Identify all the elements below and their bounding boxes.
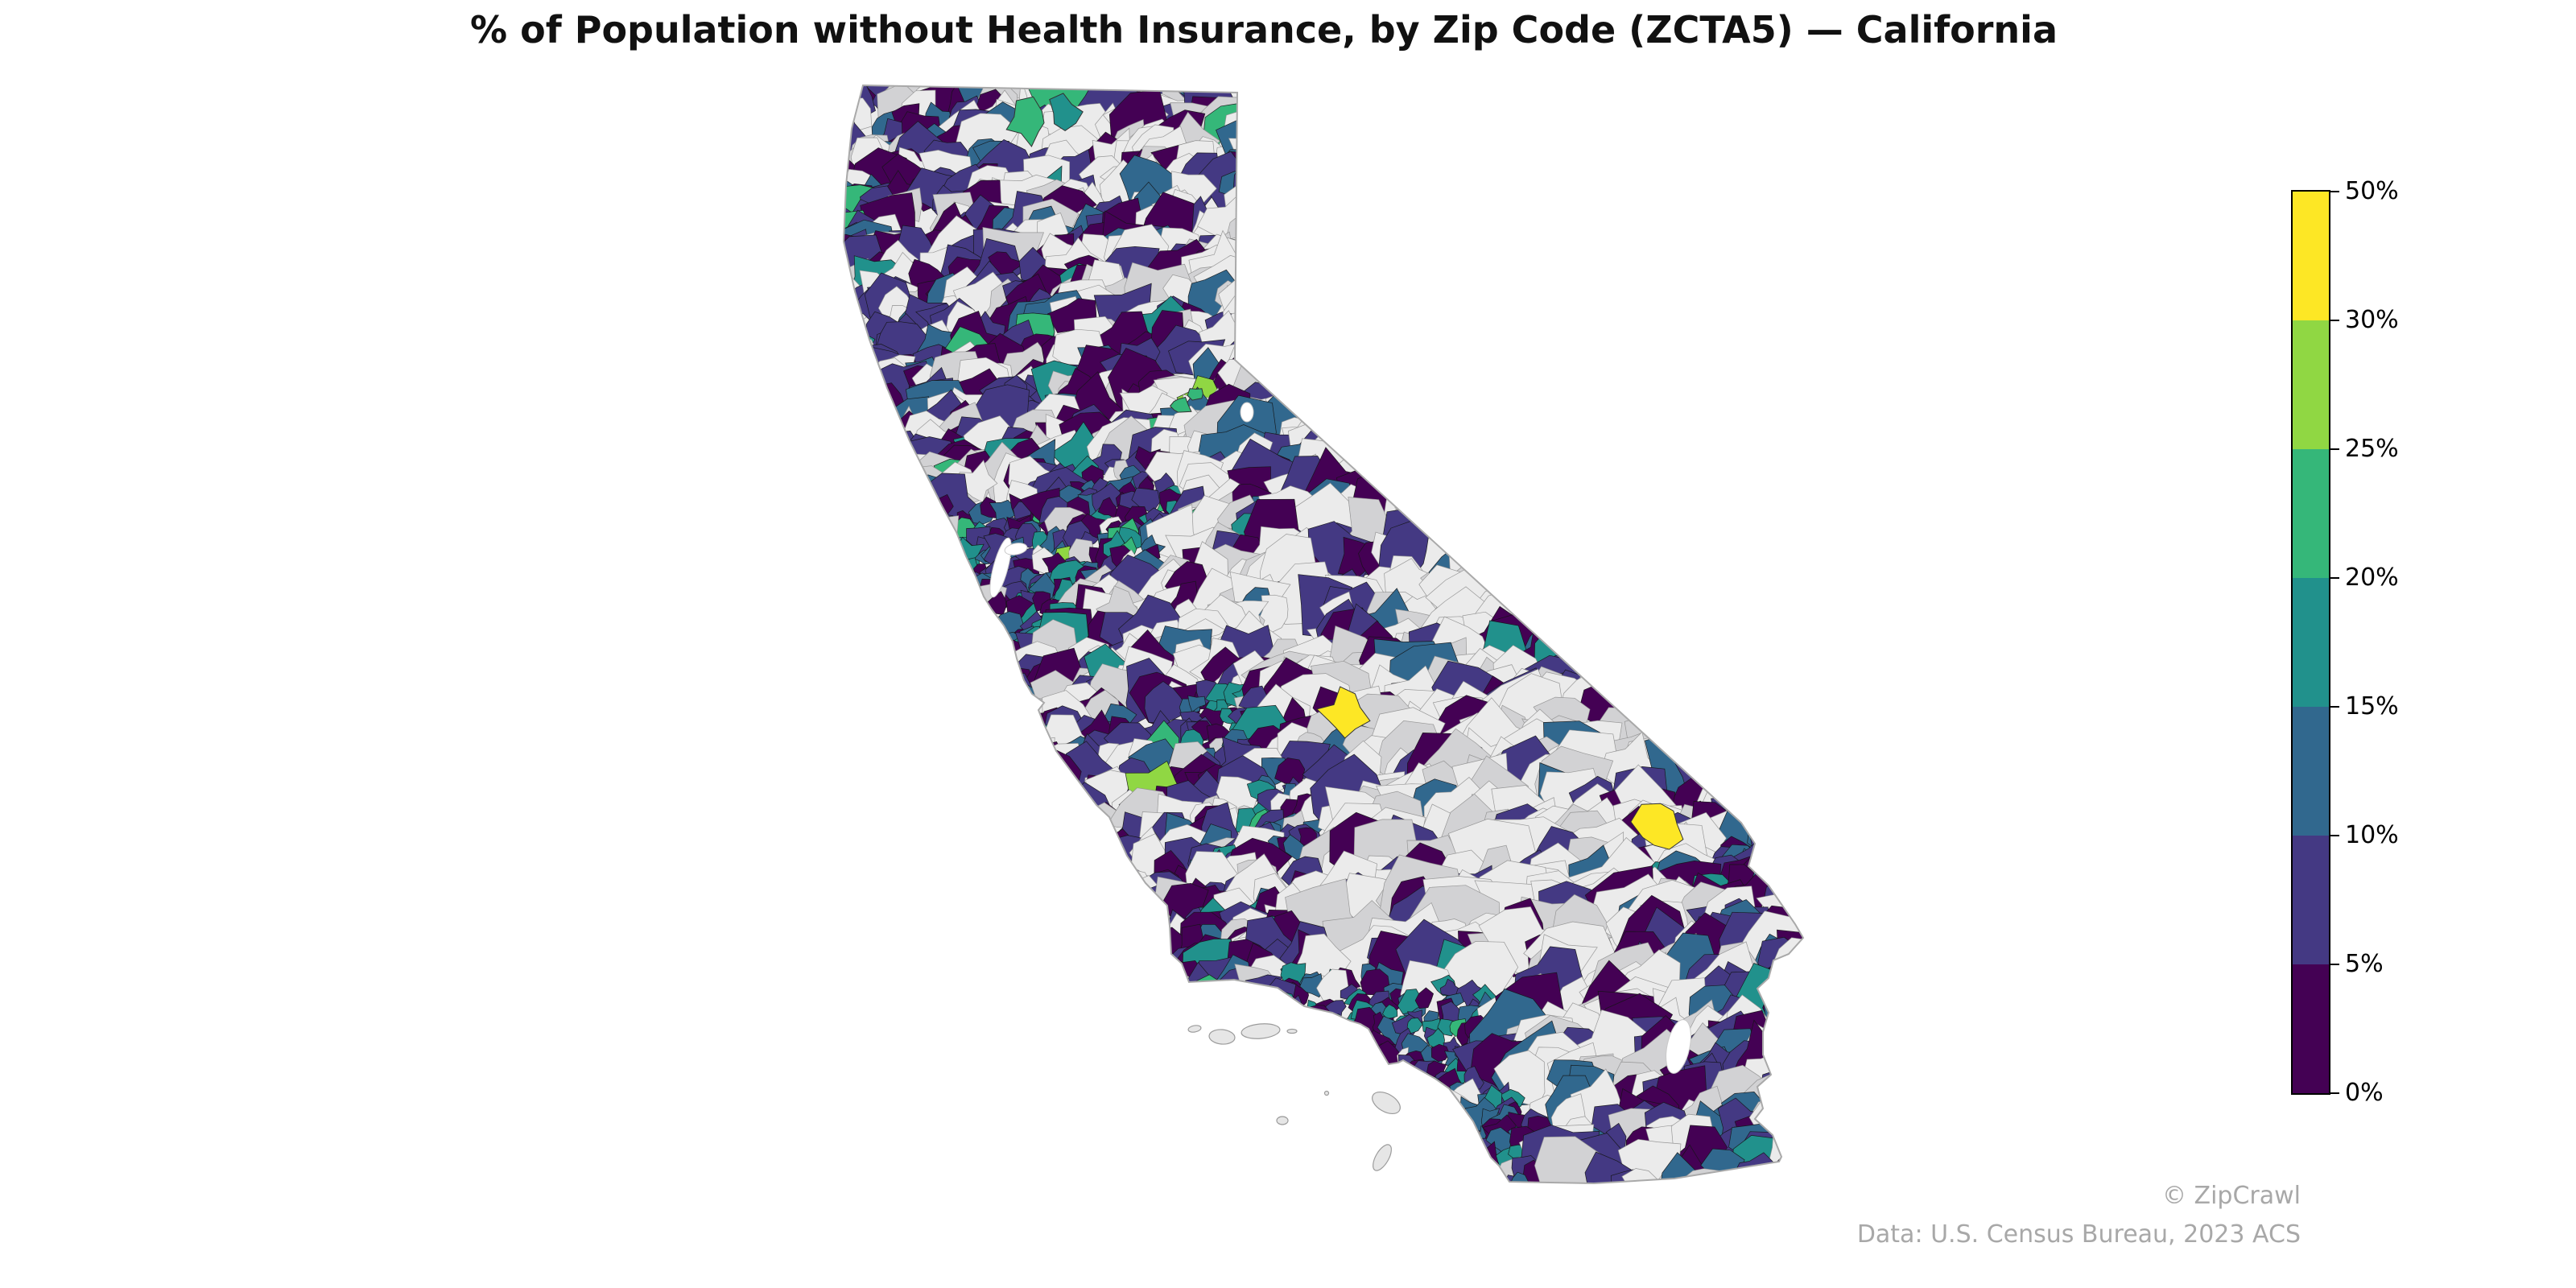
colorbar-tick	[2329, 834, 2339, 837]
attribution-brand: © ZipCrawl	[2161, 1182, 2301, 1210]
highlight-patches	[1005, 93, 1684, 850]
highlight-patch	[1169, 396, 1192, 413]
attribution-source: Data: U.S. Census Bureau, 2023 ACS	[1856, 1220, 2301, 1249]
colorbar-tick-label: 20%	[2345, 564, 2399, 592]
channel-islands	[1187, 1023, 1401, 1171]
figure-title: % of Population without Health Insurance…	[470, 8, 2058, 52]
colorbar-segment	[2293, 449, 2329, 579]
water-bodies	[989, 402, 1691, 1074]
island	[1372, 1091, 1401, 1115]
colorbar-tick-label: 15%	[2345, 692, 2399, 720]
attribution: © ZipCrawl Data: U.S. Census Bureau, 202…	[1530, 1177, 2301, 1254]
island	[1208, 1029, 1236, 1045]
colorbar-segment	[2293, 964, 2329, 1094]
state-interior	[844, 85, 1803, 1183]
island	[1187, 1025, 1202, 1033]
colorbar-tick-label: 30%	[2345, 306, 2399, 334]
highlight-patch	[1005, 96, 1045, 147]
colorbar-tick	[2329, 1092, 2339, 1095]
highlight-patch	[1187, 388, 1203, 401]
colorbar-tick	[2329, 576, 2339, 580]
highlight-patch	[1315, 686, 1371, 739]
colorbar-tick-label: 10%	[2345, 821, 2399, 849]
state-border	[842, 84, 1805, 1185]
colorbar-tick	[2329, 190, 2339, 193]
colorbar-tick	[2329, 448, 2339, 451]
colorbar-tick-label: 0%	[2345, 1079, 2384, 1107]
island	[1241, 1023, 1281, 1039]
colorbar-tick	[2329, 705, 2339, 708]
island	[1276, 1116, 1289, 1125]
colorbar-tick-label: 50%	[2345, 177, 2399, 205]
colorbar-segment	[2293, 578, 2329, 708]
colorbar-legend: 50% 30% 25% 20% 15% 10% 5% 0%	[2291, 178, 2399, 1107]
colorbar-segment	[2293, 320, 2329, 450]
water-body	[1240, 402, 1254, 423]
island	[1286, 1028, 1298, 1034]
colorbar-tick	[2329, 963, 2339, 966]
colorbar-tick-label: 5%	[2345, 950, 2384, 978]
highlight-patch	[1630, 803, 1684, 850]
colorbar-segment	[2293, 192, 2329, 321]
island	[1323, 1090, 1330, 1096]
highlight-patch	[1049, 93, 1084, 132]
colorbar-segment	[2293, 707, 2329, 836]
island	[1373, 1144, 1392, 1171]
water-body	[1004, 543, 1028, 555]
colorbar-tick	[2329, 319, 2339, 322]
colorbar-tick-label: 25%	[2345, 435, 2399, 463]
colorbar-segment	[2293, 836, 2329, 965]
water-body	[1666, 1019, 1691, 1074]
